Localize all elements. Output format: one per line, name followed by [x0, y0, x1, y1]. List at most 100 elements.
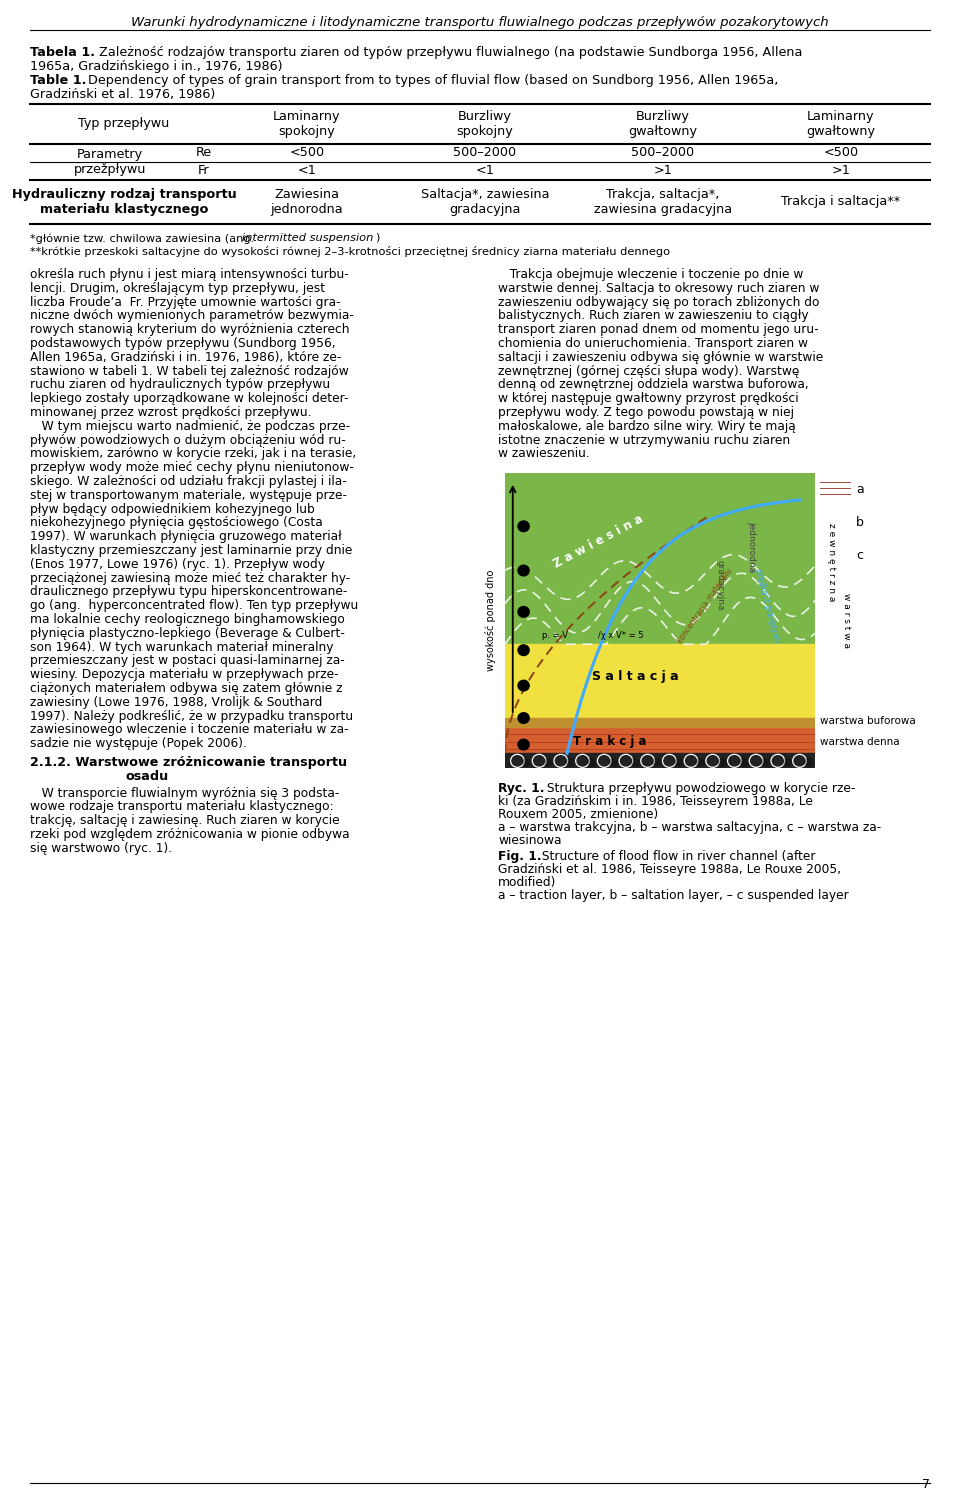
Circle shape [674, 758, 684, 767]
Text: p. = V: p. = V [542, 631, 568, 640]
Text: son 1964). W tych warunkach materiał mineralny: son 1964). W tych warunkach materiał min… [30, 640, 333, 653]
Text: ki (za Gradzińskim i in. 1986, Teisseyrem 1988a, Le: ki (za Gradzińskim i in. 1986, Teisseyre… [498, 795, 813, 809]
Text: <500: <500 [824, 146, 858, 160]
Text: 7: 7 [922, 1479, 930, 1491]
Text: wowe rodzaje transportu materiału klastycznego:: wowe rodzaje transportu materiału klasty… [30, 800, 334, 813]
Text: >1: >1 [831, 164, 851, 178]
Circle shape [760, 758, 770, 767]
Text: Trakcja obejmuje wleczenie i toczenie po dnie w: Trakcja obejmuje wleczenie i toczenie po… [498, 269, 804, 280]
Text: Parametry
przežpływu: Parametry przežpływu [74, 148, 146, 176]
Text: Dependency of types of grain transport from to types of fluvial flow (based on S: Dependency of types of grain transport f… [84, 75, 779, 87]
Circle shape [739, 758, 749, 767]
Text: sadzie nie występuje (Popek 2006).: sadzie nie występuje (Popek 2006). [30, 737, 247, 750]
Bar [505, 753, 815, 768]
Text: Structure of flood flow in river channel (after: Structure of flood flow in river channel… [538, 850, 815, 864]
Text: prędkość przepływu: prędkość przepływu [753, 568, 782, 645]
Text: jednorodna: jednorodna [747, 521, 756, 573]
Text: ): ) [375, 233, 379, 243]
Text: podstawowych typów przepływu (Sundborg 1956,: podstawowych typów przepływu (Sundborg 1… [30, 337, 336, 351]
Text: modified): modified) [498, 876, 557, 889]
Text: S a l t a c j a: S a l t a c j a [591, 670, 679, 683]
Text: Zależność rodzajów transportu ziaren od typów przepływu fluwialnego (na podstawi: Zależność rodzajów transportu ziaren od … [95, 46, 803, 60]
Text: Tabela 1.: Tabela 1. [30, 46, 95, 60]
Text: >1: >1 [654, 164, 672, 178]
Text: **krótkie przeskoki saltacyjne do wysokości równej 2–3-krotności przeciętnej śre: **krótkie przeskoki saltacyjne do wysoko… [30, 246, 670, 257]
Text: niczne dwóch wymienionych parametrów bezwymia-: niczne dwóch wymienionych parametrów bez… [30, 309, 354, 322]
Text: /χ x V* = 5: /χ x V* = 5 [598, 631, 643, 640]
Circle shape [565, 758, 575, 767]
Text: Saltacja*, zawiesina
gradacyjna: Saltacja*, zawiesina gradacyjna [420, 188, 549, 216]
Text: przeciążonej zawiesiną może mieć też charakter hy-: przeciążonej zawiesiną może mieć też cha… [30, 571, 350, 585]
Text: Warunki hydrodynamiczne i litodynamiczne transportu fluwialnego podczas przepływ: Warunki hydrodynamiczne i litodynamiczne… [132, 16, 828, 28]
Text: minowanej przez wzrost prędkości przepływu.: minowanej przez wzrost prędkości przepły… [30, 406, 311, 419]
Text: pływów powodziowych o dużym obciążeniu wód ru-: pływów powodziowych o dużym obciążeniu w… [30, 434, 346, 446]
Circle shape [518, 565, 529, 576]
Text: Z a w i e s i n a: Z a w i e s i n a [551, 512, 646, 570]
Text: skiego. W zależności od udziału frakcji pylastej i ila-: skiego. W zależności od udziału frakcji … [30, 474, 347, 488]
Text: go (ang.  hyperconcentrated flow). Ten typ przepływu: go (ang. hyperconcentrated flow). Ten ty… [30, 600, 358, 612]
Circle shape [696, 758, 705, 767]
Text: lepkiego zostały uporządkowane w kolejności deter-: lepkiego zostały uporządkowane w kolejno… [30, 392, 348, 406]
Text: rzeki pod względem zróżnicowania w pionie odbywa: rzeki pod względem zróżnicowania w pioni… [30, 828, 349, 841]
Text: 500–2000: 500–2000 [453, 146, 516, 160]
Text: Re: Re [196, 146, 212, 160]
Text: a: a [856, 483, 864, 495]
Text: w a r s t w a: w a r s t w a [842, 594, 851, 648]
Text: warstwie dennej. Saltacja to okresowy ruch ziaren w: warstwie dennej. Saltacja to okresowy ru… [498, 282, 820, 295]
Text: określa ruch płynu i jest miarą intensywności turbu-: określa ruch płynu i jest miarą intensyw… [30, 269, 348, 280]
Text: niekohezyjnego płynięcia gęstościowego (Costa: niekohezyjnego płynięcia gęstościowego (… [30, 516, 323, 530]
Text: warstwa buforowa: warstwa buforowa [820, 716, 916, 727]
Text: klastyczny przemieszczany jest laminarnie przy dnie: klastyczny przemieszczany jest laminarni… [30, 545, 352, 557]
Text: chomienia do unieruchomienia. Transport ziaren w: chomienia do unieruchomienia. Transport … [498, 337, 808, 351]
Text: wiesiny. Depozycja materiału w przepływach prze-: wiesiny. Depozycja materiału w przepływa… [30, 668, 339, 682]
Circle shape [518, 607, 529, 618]
Text: przepływ wody może mieć cechy płynu nieniutonow-: przepływ wody może mieć cechy płynu nien… [30, 461, 354, 474]
Circle shape [518, 521, 529, 531]
Text: Hydrauliczny rodzaj transportu
materiału klastycznego: Hydrauliczny rodzaj transportu materiału… [12, 188, 236, 216]
Text: <1: <1 [298, 164, 317, 178]
Text: Struktura przepływu powodziowego w korycie rze-: Struktura przepływu powodziowego w koryc… [543, 782, 855, 795]
Text: osadu: osadu [125, 770, 168, 783]
Text: Trakcja, saltacja*,
zawiesina gradacyjna: Trakcja, saltacja*, zawiesina gradacyjna [594, 188, 732, 216]
Text: Trakcja i saltacja**: Trakcja i saltacja** [781, 195, 900, 209]
Text: stej w transportowanym materiale, występuje prze-: stej w transportowanym materiale, występ… [30, 489, 347, 501]
Text: wysokość ponad dno: wysokość ponad dno [486, 570, 496, 671]
Text: saltacji i zawieszeniu odbywa się głównie w warstwie: saltacji i zawieszeniu odbywa się główni… [498, 351, 824, 364]
Text: a – warstwa trakcyjna, b – warstwa saltacyjna, c – warstwa za-: a – warstwa trakcyjna, b – warstwa salta… [498, 821, 881, 834]
Text: Laminarny
spokojny: Laminarny spokojny [274, 110, 341, 137]
Circle shape [518, 645, 529, 655]
Text: Allen 1965a, Gradziński i in. 1976, 1986), które ze-: Allen 1965a, Gradziński i in. 1976, 1986… [30, 351, 342, 364]
Text: transport ziaren ponad dnem od momentu jego uru-: transport ziaren ponad dnem od momentu j… [498, 324, 819, 336]
Text: istotne znaczenie w utrzymywaniu ruchu ziaren: istotne znaczenie w utrzymywaniu ruchu z… [498, 434, 790, 446]
Text: Gradziński et al. 1986, Teisseyre 1988a, Le Rouxe 2005,: Gradziński et al. 1986, Teisseyre 1988a,… [498, 864, 841, 876]
Text: Fr: Fr [198, 164, 210, 178]
Text: gradacyjna: gradacyjna [716, 560, 725, 610]
Text: warstwa denna: warstwa denna [820, 737, 900, 746]
Circle shape [804, 758, 813, 767]
Text: (Enos 1977, Lowe 1976) (ryc. 1). Przepływ wody: (Enos 1977, Lowe 1976) (ryc. 1). Przepły… [30, 558, 325, 571]
Text: zawiesinowego wleczenie i toczenie materiału w za-: zawiesinowego wleczenie i toczenie mater… [30, 724, 348, 737]
Text: mowiskiem, zarówno w korycie rzeki, jak i na terasie,: mowiskiem, zarówno w korycie rzeki, jak … [30, 448, 356, 461]
Circle shape [609, 758, 618, 767]
Text: c: c [856, 549, 863, 561]
Bar [505, 645, 815, 768]
Text: liczba Froude’a  Fr. Przyjęte umownie wartości gra-: liczba Froude’a Fr. Przyjęte umownie war… [30, 295, 341, 309]
Text: ruchu ziaren od hydraulicznych typów przepływu: ruchu ziaren od hydraulicznych typów prz… [30, 379, 330, 391]
Text: draulicznego przepływu typu hiperskoncentrowane-: draulicznego przepływu typu hiperskoncen… [30, 585, 348, 598]
Text: Rouxem 2005, zmienione): Rouxem 2005, zmienione) [498, 809, 659, 821]
Text: 1997). Należy podkreślić, że w przypadku transportu: 1997). Należy podkreślić, że w przypadku… [30, 710, 353, 722]
Circle shape [782, 758, 792, 767]
Text: zawieszeniu odbywający się po torach zbliżonych do: zawieszeniu odbywający się po torach zbl… [498, 295, 820, 309]
Text: Typ przepływu: Typ przepływu [79, 118, 170, 130]
Text: małoskalowe, ale bardzo silne wiry. Wiry te mają: małoskalowe, ale bardzo silne wiry. Wiry… [498, 419, 796, 433]
Text: ma lokalnie cechy reologicznego binghamowskiego: ma lokalnie cechy reologicznego binghamo… [30, 613, 345, 627]
Text: b: b [856, 516, 864, 528]
Text: 1965a, Gradzińskiego i in., 1976, 1986): 1965a, Gradzińskiego i in., 1976, 1986) [30, 60, 282, 73]
Text: z e w n ę t r z n a: z e w n ę t r z n a [827, 522, 836, 601]
Text: Gradziński et al. 1976, 1986): Gradziński et al. 1976, 1986) [30, 88, 215, 101]
Circle shape [717, 758, 727, 767]
Text: Table 1.: Table 1. [30, 75, 86, 87]
Text: Fig. 1.: Fig. 1. [498, 850, 541, 864]
Bar [505, 718, 815, 727]
Text: płynięcia plastyczno-lepkiego (Beverage & Culbert-: płynięcia plastyczno-lepkiego (Beverage … [30, 627, 345, 640]
